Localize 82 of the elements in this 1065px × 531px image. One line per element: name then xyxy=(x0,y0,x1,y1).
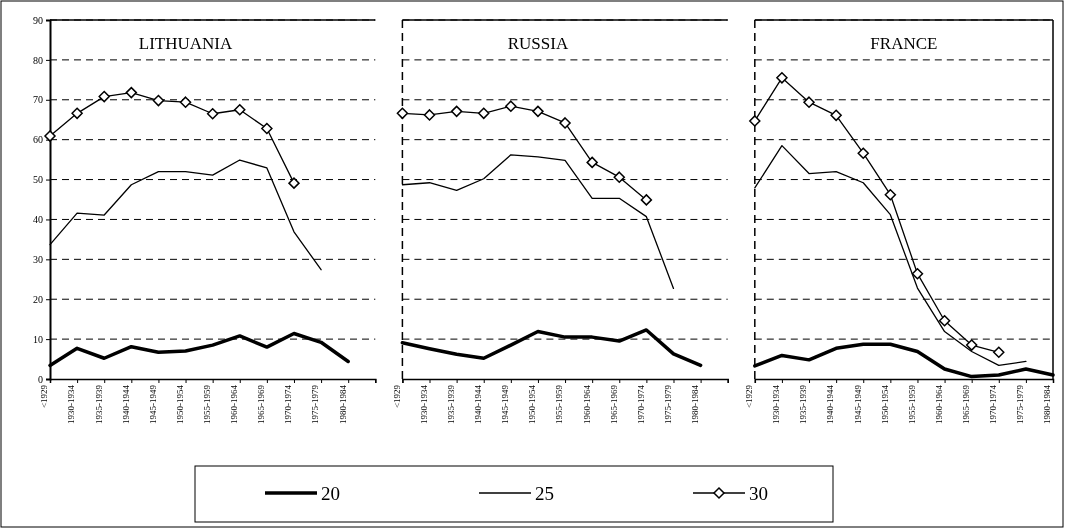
point xyxy=(179,96,192,108)
x-tick-label: 1975-1979 xyxy=(310,384,321,424)
x-tick-label: 1975-1979 xyxy=(662,384,673,424)
point xyxy=(206,107,219,120)
x-tick-label: 1945-1949 xyxy=(500,384,511,424)
x-tick-label: 1965-1969 xyxy=(608,384,619,424)
point xyxy=(44,130,56,142)
point xyxy=(857,147,869,159)
y-tick-label: 40 xyxy=(33,214,43,226)
x-tick-label: <1929 xyxy=(391,384,402,409)
point xyxy=(586,156,598,169)
legend-label: 20 xyxy=(321,483,340,504)
point xyxy=(938,315,951,327)
point xyxy=(152,94,165,107)
x-tick-label: 1940-1944 xyxy=(473,384,484,424)
point xyxy=(830,109,842,122)
x-tick-label: 1935-1939 xyxy=(93,384,104,424)
point xyxy=(98,90,110,103)
x-tick-label: 1970-1974 xyxy=(283,384,294,424)
x-tick-label: 1960-1964 xyxy=(229,384,240,424)
point xyxy=(71,107,83,120)
y-tick-label: 80 xyxy=(33,54,43,66)
y-tick-label: 50 xyxy=(33,174,43,186)
x-tick-label: 1965-1969 xyxy=(256,384,267,424)
point xyxy=(911,267,924,280)
point xyxy=(125,86,138,99)
point xyxy=(423,109,436,121)
point xyxy=(477,107,490,120)
x-tick-label: 1950-1954 xyxy=(174,384,185,424)
x-tick-label: 1955-1959 xyxy=(202,384,212,424)
x-tick-label: 1970-1974 xyxy=(988,384,999,424)
point xyxy=(288,177,300,189)
point xyxy=(450,105,463,118)
x-tick-label: 1945-1949 xyxy=(147,384,158,424)
x-tick-label: 1950-1954 xyxy=(527,384,538,424)
y-tick-label: 90 xyxy=(33,14,43,26)
x-tick-label: 1980-1984 xyxy=(689,384,700,424)
point xyxy=(884,188,897,201)
x-tick-label: 1970-1974 xyxy=(635,384,646,424)
y-tick-label: 70 xyxy=(33,94,43,106)
y-tick-label: 20 xyxy=(33,293,43,305)
x-tick-label: 1940-1944 xyxy=(120,384,131,424)
point xyxy=(261,122,273,135)
point xyxy=(749,115,761,127)
x-tick-label: 1940-1944 xyxy=(825,384,836,424)
point xyxy=(640,194,653,206)
point xyxy=(993,346,1005,359)
x-tick-label: <1929 xyxy=(744,384,755,409)
x-tick-label: 1950-1954 xyxy=(879,384,890,424)
legend-label: 25 xyxy=(535,483,554,504)
y-tick-label: 60 xyxy=(33,134,43,146)
x-tick-label: 1935-1939 xyxy=(445,384,456,424)
point xyxy=(965,339,978,351)
point xyxy=(613,171,626,183)
x-tick-label: 1930-1934 xyxy=(771,384,782,424)
point xyxy=(776,72,788,84)
text: LITHUANIA xyxy=(138,34,233,53)
point xyxy=(532,105,544,118)
x-tick-label: 1965-1969 xyxy=(961,384,972,424)
y-tick-label: 30 xyxy=(33,254,43,266)
x-tick-label: 1930-1934 xyxy=(66,384,77,424)
x-tick-label: 1980-1984 xyxy=(1042,384,1053,424)
x-tick-label: 1945-1949 xyxy=(852,384,863,424)
x-tick-label: 1935-1939 xyxy=(798,384,809,424)
x-tick-label: 1980-1984 xyxy=(337,384,348,424)
x-tick-label: <1929 xyxy=(39,384,50,409)
x-tick-label: 1975-1979 xyxy=(1015,384,1026,424)
x-tick-label: 1960-1964 xyxy=(581,384,592,424)
x-tick-label: 1960-1964 xyxy=(933,384,944,424)
text: RUSSIA xyxy=(507,34,569,53)
text: FRANCE xyxy=(870,34,938,53)
y-tick-label: 0 xyxy=(38,373,43,385)
x-tick-label: 1930-1934 xyxy=(418,384,429,424)
point xyxy=(505,100,517,112)
point xyxy=(559,117,571,129)
legend-label: 30 xyxy=(749,483,768,504)
x-tick-label: 1955-1959 xyxy=(554,384,565,424)
point xyxy=(396,107,409,120)
x-tick-label: 1955-1959 xyxy=(906,384,917,424)
y-tick-label: 10 xyxy=(33,333,43,345)
point xyxy=(803,96,815,108)
point xyxy=(234,104,246,116)
